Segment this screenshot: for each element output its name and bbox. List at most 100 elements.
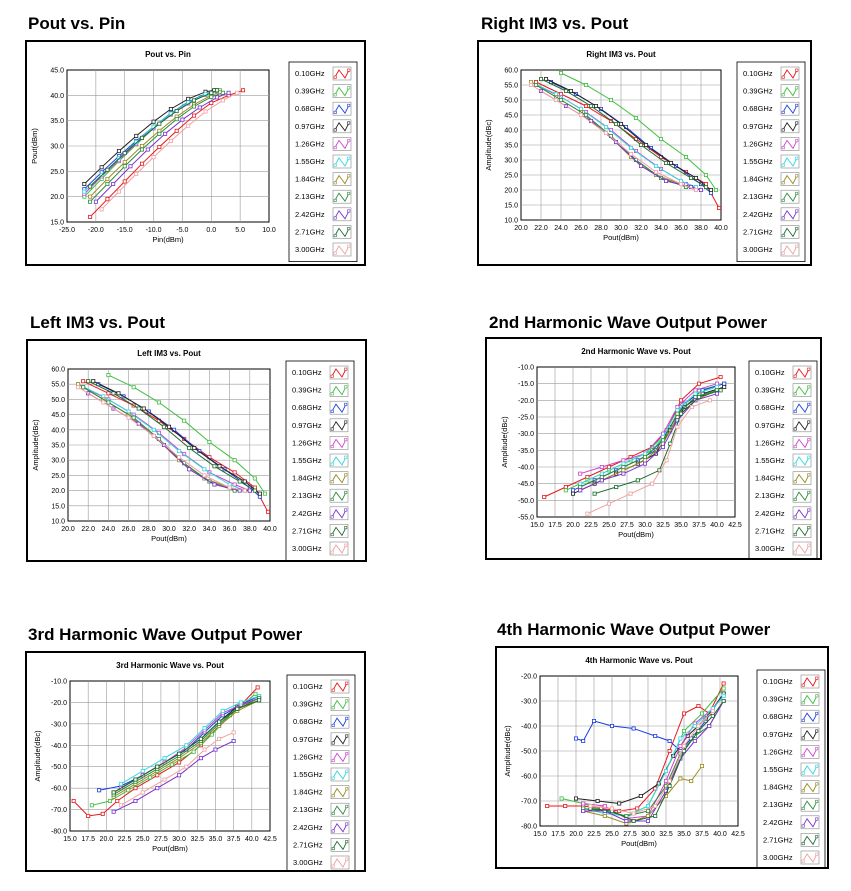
legend-marker: [347, 174, 351, 178]
legend-marker: [345, 699, 349, 703]
data-point: [99, 165, 104, 170]
legend-label: 3.00GHz: [292, 544, 322, 553]
data-point: [653, 164, 658, 169]
data-point: [126, 415, 131, 420]
x-tick-label: 20.0: [61, 526, 75, 533]
legend-marker: [793, 515, 797, 519]
x-tick-label: 32.5: [659, 831, 673, 838]
y-tick-label: -40.0: [518, 465, 534, 472]
y-tick-label: -10.0: [518, 365, 534, 372]
data-point: [163, 131, 168, 136]
data-point: [89, 803, 94, 808]
data-point: [252, 488, 257, 493]
legend-label: 1.26GHz: [292, 438, 322, 447]
data-point: [174, 109, 179, 114]
chart-title: 4th Harmonic Wave vs. Pout: [585, 656, 693, 665]
data-point: [638, 143, 643, 148]
data-point: [710, 709, 715, 714]
y-tick-label: -20.0: [521, 674, 537, 681]
legend-marker: [793, 445, 797, 449]
x-tick-label: 5.0: [235, 227, 245, 234]
legend-marker: [793, 392, 797, 396]
legend-label: 2.71GHz: [295, 227, 325, 236]
x-tick-label: 0.0: [206, 227, 216, 234]
legend-label: 3.00GHz: [743, 245, 773, 254]
data-point: [599, 478, 604, 483]
legend-marker: [793, 462, 797, 466]
x-tick-label: 28.0: [142, 526, 156, 533]
legend-marker: [333, 251, 337, 255]
y-tick-label: -30.0: [51, 721, 67, 728]
y-tick-label: -40.0: [521, 724, 537, 731]
legend-marker: [331, 706, 335, 710]
data-point: [131, 415, 136, 420]
legend-line: [794, 491, 810, 502]
legend-marker: [345, 752, 349, 756]
y-tick-label: 60.0: [51, 367, 65, 374]
data-point: [257, 698, 262, 703]
legend-marker: [781, 146, 785, 150]
y-tick-label: -20.0: [51, 700, 67, 707]
legend-line: [332, 822, 348, 833]
data-point: [184, 743, 189, 748]
x-tick-label: 22.0: [534, 225, 548, 232]
legend-label: 1.26GHz: [293, 752, 323, 761]
legend-line: [334, 86, 350, 97]
series-line-1.55GHz: [120, 695, 260, 785]
legend-marker: [330, 515, 334, 519]
legend-line: [794, 526, 810, 537]
data-point: [692, 724, 697, 729]
y-axis-label: Amplitude(dBc): [33, 730, 42, 782]
panel-heading-h2: 2nd Harmonic Wave Output Power: [489, 313, 768, 332]
y-tick-label: 20.0: [51, 488, 65, 495]
series-line-0.10GHz: [89, 89, 244, 218]
legend-label: 0.97GHz: [743, 122, 773, 131]
series-line-0.97GHz: [545, 78, 712, 191]
data-point: [232, 470, 237, 475]
x-tick-label: 35.0: [677, 831, 691, 838]
data-point: [675, 425, 680, 430]
legend-marker: [344, 490, 348, 494]
data-point: [151, 427, 156, 432]
data-point: [621, 468, 626, 473]
data-point: [242, 488, 247, 493]
legend-line: [332, 840, 348, 851]
data-point: [613, 122, 618, 127]
data-point: [131, 385, 136, 390]
legend-marker: [801, 683, 805, 687]
legend-label: 2.13GHz: [763, 800, 793, 809]
data-point: [186, 123, 191, 128]
data-point: [86, 813, 91, 818]
legend-marker: [793, 480, 797, 484]
data-point: [226, 90, 231, 95]
data-point: [714, 385, 719, 390]
data-point: [631, 811, 636, 816]
legend-marker: [331, 829, 335, 833]
data-point: [168, 107, 173, 112]
data-point: [581, 808, 586, 813]
data-point: [663, 161, 668, 166]
data-point: [82, 181, 87, 186]
data-point: [217, 719, 222, 724]
legend-marker: [347, 139, 351, 143]
data-point: [707, 724, 712, 729]
y-tick-label: -15.0: [518, 381, 534, 388]
legend-label: 0.39GHz: [293, 700, 323, 709]
legend-marker: [333, 234, 337, 238]
x-tick-label: 36.0: [223, 526, 237, 533]
legend-line: [334, 245, 350, 255]
data-point: [693, 175, 698, 180]
data-point: [151, 433, 156, 438]
legend-label: 2.42GHz: [292, 509, 322, 518]
legend-line: [332, 787, 348, 798]
legend-marker: [330, 533, 334, 537]
legend-marker: [344, 402, 348, 406]
legend-marker: [807, 526, 811, 530]
legend-marker: [793, 550, 797, 554]
legend-label: 1.84GHz: [295, 175, 325, 184]
data-point: [220, 98, 225, 103]
legend-line: [782, 86, 798, 97]
x-tick-label: 22.5: [118, 836, 132, 843]
legend-marker: [333, 128, 337, 132]
legend-label: 3.00GHz: [755, 544, 785, 553]
